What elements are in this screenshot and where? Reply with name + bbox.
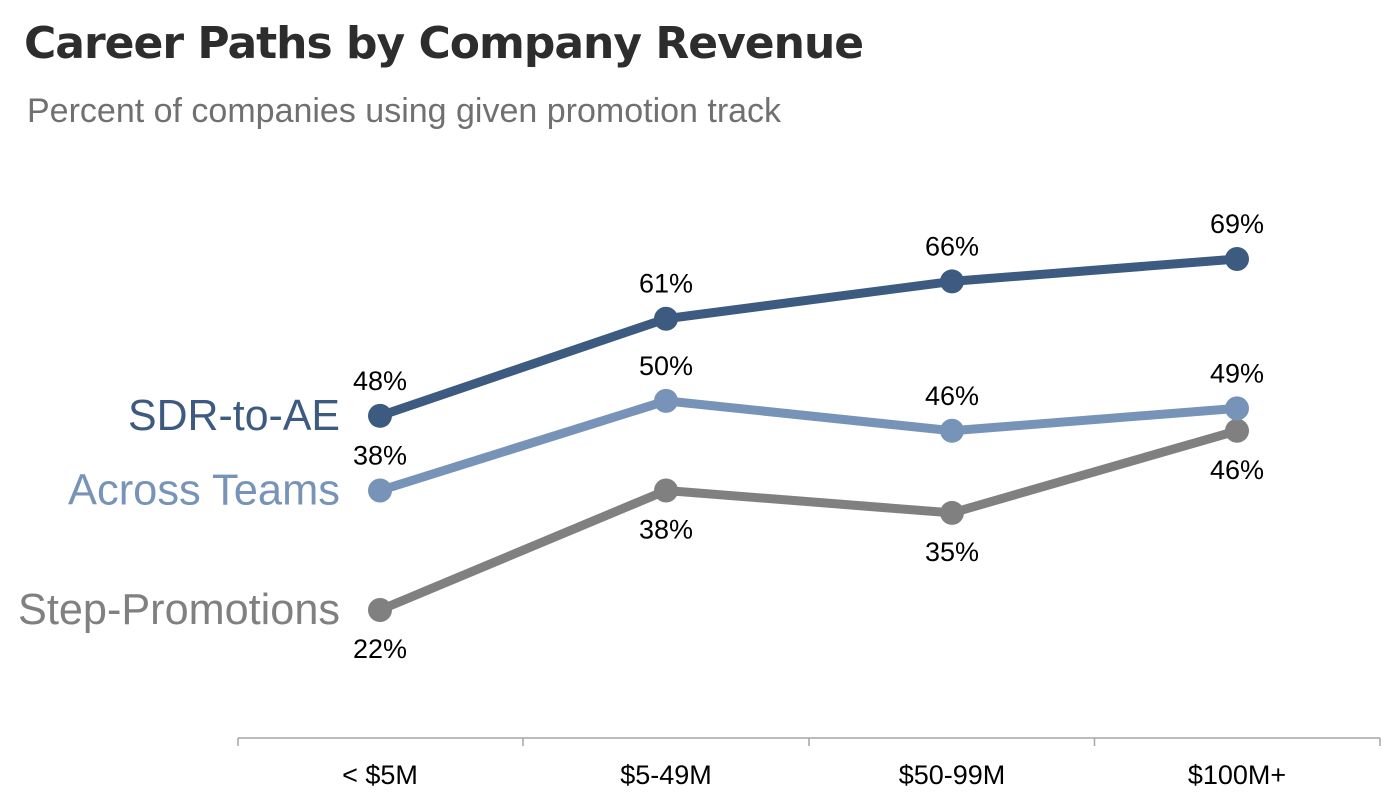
data-label-sdr-to-ae: 66% [925, 231, 979, 261]
data-label-sdr-to-ae: 69% [1210, 209, 1264, 239]
chart-title: Career Paths by Company Revenue [24, 18, 864, 69]
data-label-sdr-to-ae: 61% [639, 269, 693, 299]
x-tick-label: $50-99M [899, 760, 1006, 790]
data-label-step-promotions: 22% [353, 634, 407, 664]
data-point-step-promotions [368, 598, 392, 622]
x-tick-label: $5-49M [620, 760, 712, 790]
data-label-step-promotions: 38% [639, 515, 693, 545]
data-label-sdr-to-ae: 48% [353, 366, 407, 396]
data-label-across-teams: 46% [925, 381, 979, 411]
data-point-across-teams [940, 418, 964, 443]
data-point-step-promotions [654, 478, 678, 503]
series-line-step-promotions [375, 426, 1242, 615]
data-label-step-promotions: 46% [1210, 455, 1264, 485]
legend-label-step-promotions: Step-Promotions [18, 585, 340, 634]
x-axis-ticks: < $5M $5-49M $50-99M $100M+ [237, 738, 1381, 790]
data-point-sdr-to-ae [1225, 247, 1249, 271]
data-point-across-teams [1225, 396, 1249, 421]
legend-label-across-teams: Across Teams [68, 466, 340, 515]
data-label-across-teams: 50% [639, 351, 693, 381]
data-point-sdr-to-ae [368, 403, 392, 428]
series-legend: SDR-to-AE Across Teams Step-Promotions [18, 391, 340, 634]
x-tick-label: < $5M [342, 760, 418, 790]
data-point-step-promotions [1225, 418, 1249, 443]
chart-subtitle: Percent of companies using given promoti… [27, 92, 782, 130]
series-line-sdr-to-ae [375, 254, 1242, 421]
data-point-across-teams [654, 388, 678, 413]
data-label-step-promotions: 35% [925, 537, 979, 567]
data-point-step-promotions [940, 500, 964, 525]
x-tick-label: $100M+ [1188, 760, 1286, 790]
data-point-across-teams [368, 478, 392, 503]
data-label-across-teams: 38% [353, 441, 407, 471]
series-lines [368, 247, 1249, 622]
series-line-across-teams [375, 396, 1242, 496]
data-label-across-teams: 49% [1210, 358, 1264, 388]
data-labels: 48% 61% 66% 69% 38% 50% 46% 49% 22% 38% 35% 46% [353, 209, 1264, 664]
legend-label-sdr-to-ae: SDR-to-AE [128, 391, 340, 440]
data-point-sdr-to-ae [654, 306, 678, 331]
data-point-sdr-to-ae [940, 269, 964, 294]
